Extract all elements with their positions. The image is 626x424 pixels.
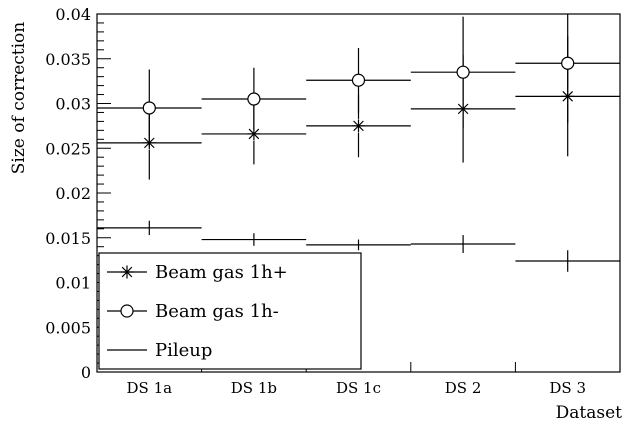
data-point-circle	[351, 73, 366, 87]
y-tick-label: 0.035	[45, 50, 91, 69]
series-1	[97, 14, 620, 147]
legend-marker-star	[120, 265, 134, 279]
x-category-label: DS 1c	[336, 379, 381, 397]
series-2	[97, 220, 620, 272]
data-point-circle	[247, 92, 261, 106]
y-tick-label: 0.03	[55, 95, 91, 114]
x-category-label: DS 2	[445, 379, 482, 397]
y-tick-label: 0.02	[55, 184, 91, 203]
x-axis-title: Dataset	[556, 403, 623, 423]
series-layer	[97, 14, 620, 272]
y-tick-label: 0.01	[55, 274, 91, 293]
star-stroke	[121, 266, 133, 278]
y-tick-label: 0.005	[45, 318, 91, 337]
y-axis: 0 0.005 0.01 0.015 0.02 0.025 0.03 0.035 0.04	[45, 5, 111, 382]
star-stroke	[248, 128, 260, 140]
y-tick-label: 0.04	[55, 5, 91, 24]
data-point-star	[352, 119, 365, 133]
legend-label: Beam gas 1h+	[155, 262, 288, 283]
data-point-circle	[142, 101, 156, 115]
y-tick-label: 0.015	[45, 229, 91, 248]
legend-label: Beam gas 1h-	[155, 301, 279, 322]
y-tick-label: 0	[81, 363, 91, 382]
x-category-label: DS 1a	[127, 379, 173, 397]
data-point-circle	[456, 65, 470, 79]
legend-marker-circle	[120, 304, 134, 318]
y-axis-title: Size of correction	[9, 22, 29, 175]
x-category-label: DS 3	[549, 379, 586, 397]
legend-label: Pileup	[155, 340, 212, 361]
x-category-label: DS 1b	[231, 379, 277, 397]
star-stroke	[353, 120, 364, 132]
data-point-star	[247, 127, 261, 141]
y-tick-label: 0.025	[45, 139, 91, 158]
legend: Beam gas 1h+ Beam gas 1h- Pileup	[98, 252, 362, 370]
x-axis: DS 1a DS 1b DS 1c DS 2 DS 3	[96, 362, 621, 397]
data-point-circle	[561, 56, 575, 70]
